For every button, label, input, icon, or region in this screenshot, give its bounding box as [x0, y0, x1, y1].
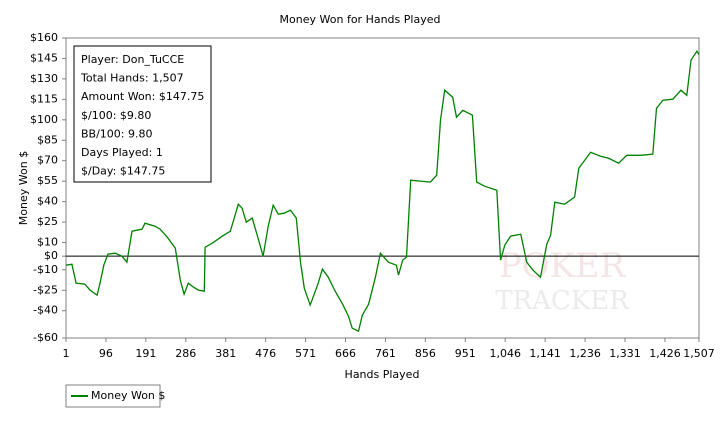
- y-tick-label: $160: [30, 31, 58, 44]
- legend-label: Money Won $: [91, 389, 165, 402]
- y-tick-label: -$25: [33, 283, 58, 296]
- y-tick-label: -$40: [33, 304, 58, 317]
- y-tick-label: $25: [37, 215, 58, 228]
- y-tick-label: $100: [30, 113, 58, 126]
- y-tick-label: $130: [30, 72, 58, 85]
- x-tick-label: 1,331: [609, 347, 641, 360]
- stats-line: Total Hands: 1,507: [80, 72, 184, 85]
- stats-line: Amount Won: $147.75: [81, 90, 204, 103]
- legend: [65, 384, 161, 408]
- y-tick-label: -$10: [33, 263, 58, 276]
- x-tick-label: 1,141: [529, 347, 561, 360]
- x-tick-label: 1,046: [489, 347, 521, 360]
- x-tick-label: 96: [99, 347, 113, 360]
- chart-title: Money Won for Hands Played: [280, 13, 441, 26]
- y-tick-label: $115: [30, 92, 58, 105]
- y-tick-label: $70: [37, 154, 58, 167]
- y-tick-label: $145: [30, 51, 58, 64]
- x-tick-label: 1,236: [569, 347, 601, 360]
- x-tick-label: 571: [295, 347, 316, 360]
- watermark-text: POKER: [499, 246, 627, 286]
- y-tick-label: $0: [44, 249, 58, 262]
- x-tick-label: 1,507: [683, 347, 715, 360]
- stats-line: $/100: $9.80: [81, 109, 151, 122]
- x-tick-label: 951: [455, 347, 476, 360]
- series-line: [65, 49, 700, 333]
- stats-box: [73, 45, 212, 183]
- watermark: POKER TRACKER: [495, 246, 630, 316]
- x-tick-label: 381: [215, 347, 236, 360]
- y-tick-label: $55: [37, 174, 58, 187]
- stats-line: $/Day: $147.75: [81, 165, 165, 178]
- x-tick-label: 666: [335, 347, 356, 360]
- stats-line: Player: Don_TuCCE: [81, 53, 184, 66]
- stats-line: Days Played: 1: [81, 146, 163, 159]
- y-axis-label: Money Won $: [17, 151, 30, 225]
- y-tick-label: $85: [37, 133, 58, 146]
- y-tick-label: -$60: [33, 331, 58, 344]
- x-tick-label: 286: [175, 347, 196, 360]
- x-tick-label: 1,426: [649, 347, 681, 360]
- x-tick-label: 1: [63, 347, 70, 360]
- y-tick-label: $10: [37, 236, 58, 249]
- stats-line: BB/100: 9.80: [81, 127, 153, 140]
- x-tick-label: 761: [375, 347, 396, 360]
- watermark-text: TRACKER: [495, 286, 630, 316]
- x-tick-label: 191: [135, 347, 156, 360]
- x-axis-label: Hands Played: [345, 368, 420, 381]
- x-tick-label: 476: [255, 347, 276, 360]
- x-tick-label: 856: [415, 347, 436, 360]
- y-tick-label: $40: [37, 195, 58, 208]
